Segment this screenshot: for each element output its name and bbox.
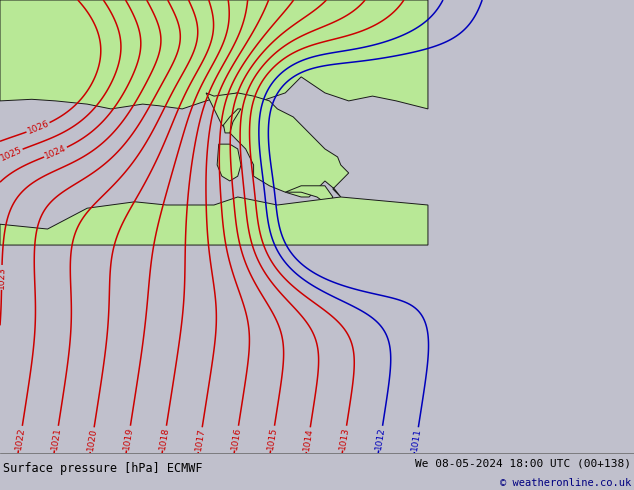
- Text: 1013: 1013: [339, 426, 351, 450]
- Text: 1017: 1017: [194, 428, 207, 452]
- Text: 1014: 1014: [302, 428, 314, 452]
- Text: 1016: 1016: [230, 426, 243, 450]
- Text: 1020: 1020: [86, 428, 98, 452]
- Polygon shape: [224, 109, 241, 133]
- Text: 1022: 1022: [14, 426, 27, 450]
- Polygon shape: [206, 93, 349, 197]
- Text: 1012: 1012: [375, 426, 387, 450]
- Text: 1024: 1024: [43, 144, 68, 161]
- Polygon shape: [0, 197, 428, 245]
- Text: 1021: 1021: [50, 426, 63, 450]
- Text: 1015: 1015: [266, 426, 279, 450]
- Text: We 08-05-2024 18:00 UTC (00+138): We 08-05-2024 18:00 UTC (00+138): [415, 459, 631, 468]
- Text: 1019: 1019: [122, 426, 134, 450]
- Text: Surface pressure [hPa] ECMWF: Surface pressure [hPa] ECMWF: [3, 462, 203, 475]
- Text: © weatheronline.co.uk: © weatheronline.co.uk: [500, 478, 631, 489]
- Text: 1018: 1018: [158, 426, 171, 450]
- Text: 1011: 1011: [410, 428, 423, 452]
- Text: 1023: 1023: [0, 266, 6, 289]
- Polygon shape: [217, 144, 241, 181]
- Text: 1025: 1025: [0, 145, 23, 163]
- Polygon shape: [0, 0, 428, 109]
- Text: 1026: 1026: [26, 119, 51, 136]
- Polygon shape: [285, 186, 333, 205]
